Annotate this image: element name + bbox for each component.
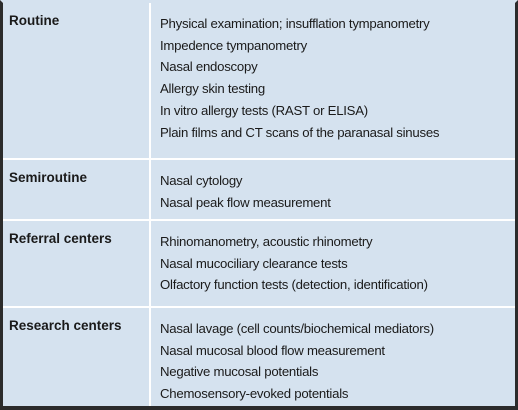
item-text: Allergy skin testing <box>160 81 265 97</box>
table-row: Referral centers Rhinomanometry, acoustic… <box>3 221 515 308</box>
table-row: Semiroutine Nasal cytology Nasal peak flow… <box>3 160 515 221</box>
item-text: Nasal peak flow measurement <box>160 194 331 210</box>
item-text: Plain films and CT scans of the paranasa… <box>160 124 440 140</box>
item-text: Negative mucosal potentials <box>160 364 319 380</box>
item-text: Olfactory function tests (detection, ide… <box>160 277 428 293</box>
row-items: Physical examination; insufflation tympa… <box>151 3 515 158</box>
item-text: Impedence tympanometry <box>160 37 307 53</box>
row-items: Nasal lavage (cell counts/biochemical me… <box>151 308 515 406</box>
row-header: Referral centers <box>3 221 151 306</box>
row-items: Rhinomanometry, acoustic rhinometry Nasal… <box>151 221 515 306</box>
item-text: Nasal mucociliary clearance tests <box>160 255 348 271</box>
row-header: Semiroutine <box>3 160 151 219</box>
table-row: Routine Physical examination; insufflatio… <box>3 3 515 160</box>
item-text: In vitro allergy tests (RAST or ELISA) <box>160 102 368 118</box>
item-text: Nasal endoscopy <box>160 59 258 75</box>
item-text: Nasal cytology <box>160 173 243 188</box>
item-text: Chemosensory-evoked potentials <box>160 386 349 402</box>
row-items: Nasal cytology Nasal peak flow measuremen… <box>151 160 515 219</box>
item-text: Rhinomanometry, acoustic rhinometry <box>160 234 373 249</box>
row-header: Research centers <box>3 308 151 406</box>
table-row: Research centers Nasal lavage (cell count… <box>3 308 515 406</box>
item-text: Physical examination; insufflation tympa… <box>160 16 430 31</box>
item-text: Nasal lavage (cell counts/biochemical me… <box>160 321 434 336</box>
row-header: Routine <box>3 3 151 158</box>
item-text: Nasal mucosal blood flow measurement <box>160 342 385 358</box>
